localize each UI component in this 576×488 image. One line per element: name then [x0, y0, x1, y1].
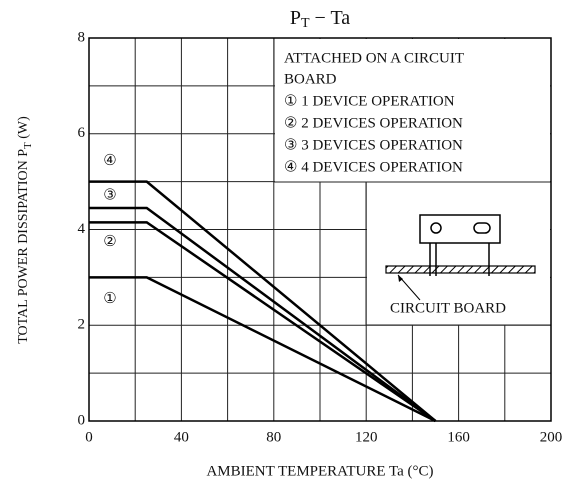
- series-label: ①: [103, 291, 116, 307]
- device: [419, 214, 501, 244]
- x-tick-label: 0: [85, 429, 93, 445]
- x-tick-label: 40: [174, 429, 189, 445]
- title-sub: T: [301, 16, 310, 31]
- ylabel-part: (W): [16, 116, 31, 142]
- diagram-bg: [367, 182, 550, 325]
- device-hole: [473, 222, 491, 234]
- board: [385, 265, 536, 274]
- y-tick-label: 8: [78, 29, 86, 45]
- plot-frame: [88, 37, 552, 422]
- series-line: [89, 206, 437, 423]
- legend-entry: ④ 4 DEVICES OPERATION: [284, 159, 463, 175]
- x-tick-label: 200: [540, 429, 563, 445]
- series-label: ③: [103, 187, 116, 203]
- series-line: [89, 276, 437, 423]
- device-hole: [430, 222, 442, 234]
- circuit-diagram: CIRCUIT BOARD: [385, 214, 536, 316]
- legend-bg: [275, 39, 550, 182]
- title-part: P: [290, 7, 301, 29]
- legend-entry: ② 2 DEVICES OPERATION: [284, 115, 463, 131]
- y-tick-label: 0: [78, 412, 86, 428]
- y-tick-label: 6: [78, 125, 86, 141]
- series-label: ④: [103, 153, 116, 169]
- x-axis-label: AMBIENT TEMPERATURE Ta (°C): [206, 463, 433, 479]
- arrow-head: [398, 275, 403, 282]
- x-tick-label: 80: [266, 429, 281, 445]
- chart-title: PT − Ta: [290, 7, 350, 32]
- x-tick-label: 120: [355, 429, 378, 445]
- series-line: [89, 221, 437, 423]
- legend-entry: ① 1 DEVICE OPERATION: [284, 93, 455, 109]
- y-tick-label: 4: [78, 221, 86, 237]
- y-tick-label: 2: [78, 317, 86, 333]
- legend-entry: ③ 3 DEVICES OPERATION: [284, 137, 463, 153]
- diagram-label: CIRCUIT BOARD: [390, 300, 506, 316]
- ylabel-sub: T: [22, 142, 34, 149]
- title-part: − Ta: [310, 7, 351, 29]
- ylabel-part: TOTAL POWER DISSIPATION P: [16, 149, 31, 344]
- legend-title: ATTACHED ON A CIRCUIT: [284, 50, 464, 66]
- legend-title: BOARD: [284, 71, 337, 87]
- series-label: ②: [103, 234, 116, 250]
- series-line: [89, 180, 437, 422]
- legend-area: [273, 38, 551, 326]
- x-tick-label: 160: [447, 429, 470, 445]
- y-axis-label: TOTAL POWER DISSIPATION PT (W): [16, 116, 33, 344]
